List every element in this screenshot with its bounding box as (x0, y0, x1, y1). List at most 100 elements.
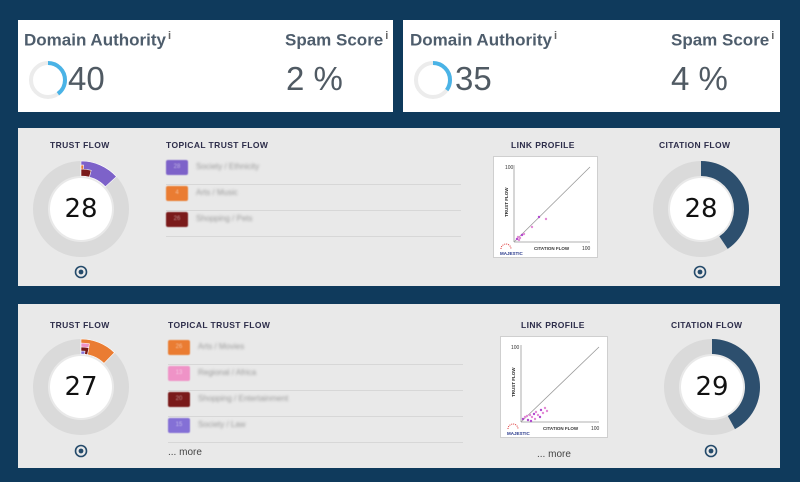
topic-score-badge: 4 (166, 186, 188, 201)
link-profile-point (525, 414, 529, 418)
topic-name[interactable]: Shopping / Entertainment (198, 394, 289, 403)
domain-authority-label: Domain Authority i (410, 30, 558, 50)
majestic-panel-1: TRUST FLOW 28 TOPICAL TRUST FLOW 28 Socie… (18, 128, 780, 286)
topic-score-badge: 20 (168, 392, 190, 407)
topic-row[interactable]: 15 Society / Law (168, 418, 463, 443)
topic-score-badge: 15 (168, 418, 190, 433)
link-profile-point (532, 412, 536, 416)
topic-row[interactable]: 20 Shopping / Entertainment (168, 392, 463, 417)
link-profile-point (518, 236, 522, 240)
link-profile-point (545, 409, 549, 413)
topic-row[interactable]: 26 Arts / Movies (168, 340, 463, 365)
lp-y-axis-label: TRUST FLOW (504, 187, 509, 217)
domain-authority-ring (414, 61, 452, 99)
lp-y-axis-label: TRUST FLOW (511, 367, 516, 397)
link-profile-point (515, 237, 519, 241)
link-profile-point (516, 235, 520, 239)
lp-x-axis-label: CITATION FLOW (543, 426, 579, 431)
topical-trust-flow-header: TOPICAL TRUST FLOW (166, 140, 269, 150)
link-profile-point (541, 411, 545, 415)
spam-score-label: Spam Score i (671, 30, 775, 50)
link-profile-point (529, 419, 533, 423)
target-icon[interactable] (74, 444, 88, 458)
topic-name[interactable]: Society / Law (198, 420, 246, 429)
topic-name[interactable]: Arts / Movies (198, 342, 245, 351)
topic-row[interactable]: 13 Regional / Africa (168, 366, 463, 391)
citation-flow-donut (664, 339, 760, 435)
topic-score-badge: 26 (168, 340, 190, 355)
citation-flow-value: 29 (695, 372, 729, 402)
topic-row[interactable]: 26 Shopping / Pets (166, 212, 461, 237)
majestic-panel-2: TRUST FLOW 27 TOPICAL TRUST FLOW 26 Arts … (18, 304, 780, 468)
lp-tick: 100 (582, 246, 591, 252)
topic-score-badge: 13 (168, 366, 190, 381)
link-profile-point (537, 215, 541, 219)
topic-row[interactable]: 28 Society / Ethnicity (166, 160, 461, 185)
topic-name[interactable]: Shopping / Pets (196, 214, 253, 223)
info-icon[interactable]: i (553, 30, 558, 42)
link-profile-point (530, 415, 534, 419)
info-icon[interactable]: i (771, 30, 775, 42)
citation-flow-header: CITATION FLOW (659, 140, 731, 150)
spam-score-value: 2 % (286, 60, 343, 97)
link-profile-point (523, 415, 527, 419)
citation-flow-segment (701, 161, 749, 249)
metric-card-1: Domain Authority i 40 Spam Score i 2 % (18, 20, 393, 112)
link-profile-point (543, 406, 547, 410)
target-icon[interactable] (74, 265, 88, 279)
link-profile-point (538, 415, 542, 419)
citation-flow-value: 28 (684, 194, 718, 224)
link-profile-point (526, 418, 530, 422)
topic-row[interactable]: 4 Arts / Music (166, 186, 461, 211)
trust-flow-header: TRUST FLOW (50, 320, 110, 330)
topical-trust-flow-header: TOPICAL TRUST FLOW (168, 320, 271, 330)
majestic-logo: MAJESTIC (507, 431, 531, 436)
link-profile-point (521, 417, 525, 421)
lp-tick: 100 (511, 345, 520, 351)
topical-trust-flow-list: 28 Society / Ethnicity 4 Arts / Music 26 Shop… (166, 160, 466, 240)
lp-tick: 100 (591, 426, 600, 432)
link-profile-point (528, 413, 532, 417)
info-icon[interactable]: i (385, 30, 389, 42)
topic-name[interactable]: Arts / Music (196, 188, 238, 197)
link-profile-point (530, 225, 534, 229)
link-profile-point (522, 232, 526, 236)
link-profile-point (520, 233, 524, 237)
spam-score-value: 4 % (671, 60, 728, 97)
lp-x-axis-label: CITATION FLOW (534, 246, 570, 251)
trust-flow-donut (33, 160, 129, 257)
link-profile-header: LINK PROFILE (511, 140, 575, 150)
link-profile-point (533, 417, 537, 421)
majestic-logo: MAJESTIC (500, 251, 524, 256)
link-profile-chart[interactable]: 100 100 CITATION FLOW TRUST FLOW MAJESTI… (500, 336, 608, 438)
info-icon[interactable]: i (167, 30, 172, 42)
trust-flow-segment (80, 350, 86, 355)
citation-flow-segment (712, 339, 760, 430)
link-profile-chart[interactable]: 100 100 CITATION FLOW TRUST FLOW MAJESTI… (493, 156, 598, 258)
link-profile-more-link[interactable]: ... more (537, 449, 571, 460)
topic-score-badge: 26 (166, 212, 188, 227)
topic-name[interactable]: Regional / Africa (198, 368, 257, 377)
link-profile-header: LINK PROFILE (521, 320, 585, 330)
target-icon[interactable] (693, 265, 707, 279)
spam-score-label: Spam Score i (285, 30, 389, 50)
topical-trust-flow-list: 26 Arts / Movies 13 Regional / Africa 20 Shop… (168, 340, 468, 444)
target-icon[interactable] (704, 444, 718, 458)
metric-card-2: Domain Authority i 35 Spam Score i 4 % (403, 20, 780, 112)
citation-flow-donut (653, 161, 749, 257)
topics-more-link[interactable]: ... more (168, 447, 202, 458)
link-profile-point (536, 413, 540, 417)
link-profile-point (517, 238, 521, 242)
topic-name[interactable]: Society / Ethnicity (196, 162, 260, 171)
link-profile-point (544, 217, 548, 221)
link-profile-point (539, 408, 543, 412)
trust-flow-segment (80, 168, 92, 178)
domain-authority-label: Domain Authority i (24, 30, 172, 50)
trust-flow-value: 28 (64, 194, 98, 224)
trust-flow-donut (33, 338, 129, 435)
domain-authority-value: 40 (68, 60, 105, 97)
topic-score-badge: 28 (166, 160, 188, 175)
citation-flow-header: CITATION FLOW (671, 320, 743, 330)
domain-authority-ring (29, 61, 67, 99)
link-profile-point (534, 410, 538, 414)
